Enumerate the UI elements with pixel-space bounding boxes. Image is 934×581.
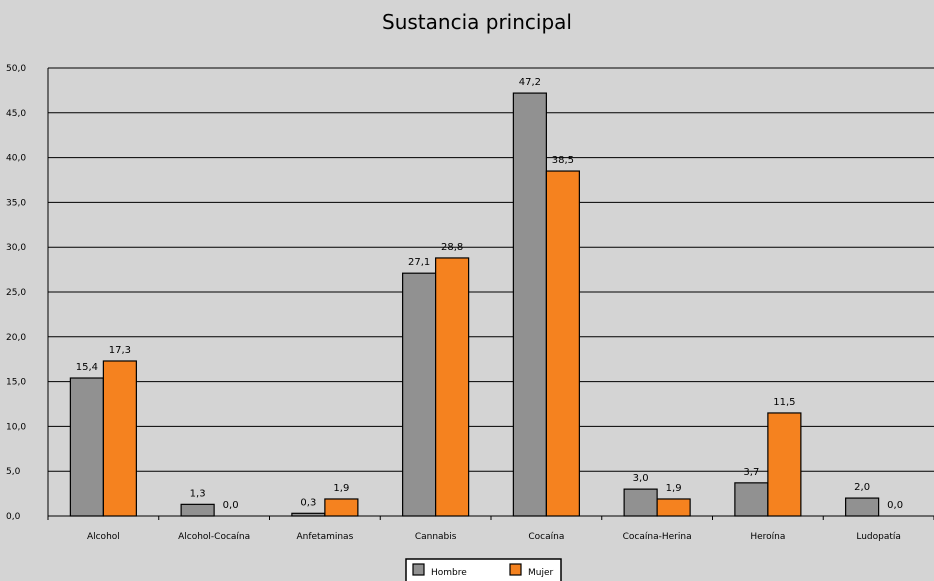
category-label: Alcohol xyxy=(87,532,120,542)
legend-swatch-hombre xyxy=(412,563,425,576)
bar-hombre xyxy=(512,92,547,517)
data-label: 3,7 xyxy=(743,467,759,478)
bars: 15,4 17,3 1,3 0,0 0,3 1,9 27,1 28,8 47,2 38,5 3,0 1… xyxy=(69,77,903,517)
category-label: Ludopatía xyxy=(856,532,901,542)
y-tick-label: 45,0 xyxy=(6,109,26,119)
data-label: 11,5 xyxy=(773,397,795,408)
data-label: 28,8 xyxy=(441,242,463,253)
data-label: 17,3 xyxy=(109,345,131,356)
legend-swatch-mujer xyxy=(509,563,522,576)
data-label: 0,0 xyxy=(223,500,239,511)
category-label: Cocaína xyxy=(528,532,564,542)
data-label: 1,9 xyxy=(666,483,682,494)
legend: Hombre Mujer xyxy=(405,558,562,581)
y-tick-label: 50,0 xyxy=(6,64,26,74)
legend-label-mujer: Mujer xyxy=(528,568,554,578)
y-tick-label: 35,0 xyxy=(6,198,26,208)
bar-mujer xyxy=(656,498,691,517)
data-label: 38,5 xyxy=(552,155,574,166)
category-label: Alcohol-Cocaína xyxy=(178,532,250,542)
data-label: 27,1 xyxy=(408,257,430,268)
bar-mujer xyxy=(324,498,359,517)
bar-hombre xyxy=(180,503,215,517)
bar-hombre xyxy=(845,497,880,517)
y-tick-label: 30,0 xyxy=(6,243,26,253)
bar-mujer xyxy=(102,360,137,517)
axes: 0,0 5,0 10,0 15,0 20,0 25,0 30,0 35,0 40,0 45,0 50… xyxy=(6,64,934,542)
gridlines xyxy=(48,67,934,517)
bar-hombre xyxy=(734,482,769,517)
y-tick-label: 10,0 xyxy=(6,422,26,432)
bar-hombre xyxy=(402,272,437,517)
bar-hombre xyxy=(291,512,326,517)
data-label: 1,3 xyxy=(190,488,206,499)
category-label: Anfetaminas xyxy=(296,532,353,542)
data-label: 3,0 xyxy=(633,473,649,484)
data-label: 0,0 xyxy=(887,500,903,511)
y-tick-label: 25,0 xyxy=(6,288,26,298)
data-label: 0,3 xyxy=(300,497,316,508)
legend-frame xyxy=(405,558,562,581)
y-tick-label: 0,0 xyxy=(6,512,21,522)
bar-mujer xyxy=(545,170,580,517)
y-tick-label: 5,0 xyxy=(6,467,21,477)
chart-title: Sustancia principal xyxy=(382,10,572,34)
data-label: 2,0 xyxy=(854,482,870,493)
legend-label-hombre: Hombre xyxy=(431,568,467,578)
category-label: Cocaína-Herina xyxy=(623,532,692,542)
bar-hombre xyxy=(69,377,104,517)
category-label: Heroína xyxy=(750,532,785,542)
data-label: 1,9 xyxy=(333,483,349,494)
category-label: Cannabis xyxy=(415,532,457,542)
bar-hombre xyxy=(623,488,658,517)
bar-mujer xyxy=(767,412,802,517)
y-tick-label: 20,0 xyxy=(6,333,26,343)
y-tick-label: 15,0 xyxy=(6,378,26,388)
bar-mujer xyxy=(435,257,470,517)
data-label: 47,2 xyxy=(519,77,541,88)
data-label: 15,4 xyxy=(76,362,98,373)
y-tick-label: 40,0 xyxy=(6,154,26,164)
